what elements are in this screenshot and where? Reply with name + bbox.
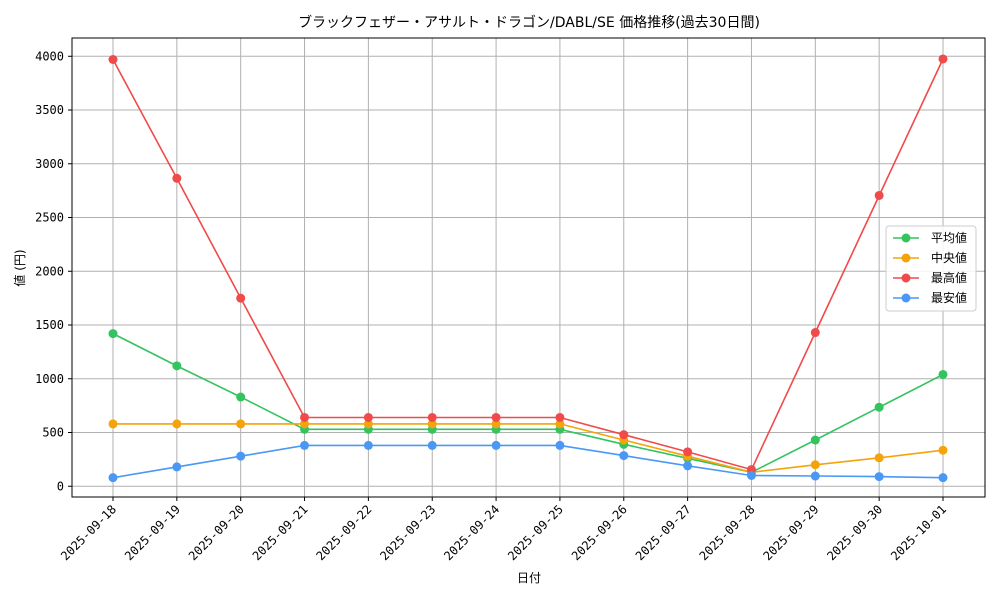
data-point [108, 473, 118, 483]
data-point [938, 54, 948, 64]
data-point [619, 451, 629, 461]
data-point [810, 435, 820, 445]
legend-marker [901, 253, 911, 263]
series-line [113, 423, 944, 474]
series-1 [108, 419, 948, 477]
data-point [236, 451, 246, 461]
legend-marker [901, 233, 911, 243]
x-tick-label: 2025-09-20 [186, 502, 247, 563]
legend-marker [901, 293, 911, 303]
series-group [108, 54, 948, 483]
y-tick-label: 1000 [35, 372, 64, 386]
data-point [810, 471, 820, 481]
data-point [874, 190, 884, 200]
x-tick-label: 2025-09-26 [569, 502, 630, 563]
x-tick-label: 2025-09-27 [633, 502, 694, 563]
plot-area [71, 37, 986, 498]
series-3 [108, 440, 948, 483]
series-line [112, 58, 944, 471]
y-tick-label: 3500 [35, 103, 64, 117]
series-line [112, 332, 944, 474]
data-point [108, 419, 118, 429]
x-axis-label: 日付 [517, 571, 541, 585]
data-point [938, 473, 948, 483]
data-point [555, 419, 565, 429]
data-point [300, 412, 310, 422]
series-line [112, 444, 944, 479]
data-point [874, 402, 884, 412]
grid [72, 38, 985, 497]
x-tick-label: 2025-09-25 [505, 502, 566, 563]
data-point [619, 430, 629, 440]
x-axis: 2025-09-18 2025-09-19 2025-09-20 2025-09-21… [58, 497, 949, 563]
data-point [300, 440, 310, 450]
data-point [555, 440, 565, 450]
x-tick-label: 2025-09-24 [441, 502, 502, 563]
data-point [427, 440, 437, 450]
legend-marker [901, 273, 911, 283]
data-point [938, 369, 948, 379]
data-point [427, 419, 437, 429]
x-tick-label: 2025-09-30 [824, 502, 885, 563]
legend-label: 最高値 [931, 270, 967, 285]
data-point [172, 361, 182, 371]
x-tick-label: 2025-10-01 [888, 502, 949, 563]
x-tick-label: 2025-09-19 [122, 502, 183, 563]
data-point [555, 412, 565, 422]
legend-label: 中央値 [931, 250, 967, 265]
series-0 [108, 329, 948, 477]
legend-label: 最安値 [931, 290, 967, 305]
y-tick-label: 1500 [35, 318, 64, 332]
x-tick-label: 2025-09-18 [58, 502, 119, 563]
legend-box [885, 225, 977, 312]
data-point [172, 462, 182, 472]
data-point [108, 329, 118, 339]
series-2 [108, 54, 948, 475]
data-point [874, 472, 884, 482]
y-tick-label: 500 [42, 426, 64, 440]
x-tick-label: 2025-09-21 [250, 502, 311, 563]
y-tick-label: 4000 [35, 49, 64, 63]
data-point [491, 412, 501, 422]
data-point [810, 460, 820, 470]
data-point [363, 412, 373, 422]
data-point [491, 419, 501, 429]
data-point [746, 471, 756, 481]
y-tick-label: 2000 [35, 264, 64, 278]
y-axis-label: 値 (円) [12, 249, 27, 286]
x-tick-label: 2025-09-28 [697, 502, 758, 563]
data-point [874, 453, 884, 463]
chart-title: ブラックフェザー・アサルト・ドラゴン/DABL/SE 価格推移(過去30日間) [298, 14, 760, 31]
data-point [108, 54, 118, 64]
legend-label: 平均値 [931, 230, 967, 245]
data-point [683, 461, 693, 471]
y-tick-label: 3000 [35, 157, 64, 171]
x-tick-label: 2025-09-22 [314, 502, 375, 563]
data-point [491, 440, 501, 450]
x-tick-label: 2025-09-23 [377, 502, 438, 563]
data-point [236, 293, 246, 303]
data-point [236, 392, 246, 402]
y-axis: 0 500 1000 1500 2000 2500 3000 3500 4000 [35, 49, 72, 493]
data-point [938, 445, 948, 455]
data-point [363, 440, 373, 450]
y-tick-label: 2500 [35, 211, 64, 225]
data-point [236, 419, 246, 429]
data-point [172, 173, 182, 183]
y-tick-label: 0 [57, 479, 64, 493]
data-point [683, 447, 693, 457]
data-point [810, 328, 820, 338]
data-point [363, 419, 373, 429]
data-point [300, 419, 310, 429]
data-point [427, 412, 437, 422]
data-point [172, 419, 182, 429]
x-tick-label: 2025-09-29 [760, 502, 821, 563]
